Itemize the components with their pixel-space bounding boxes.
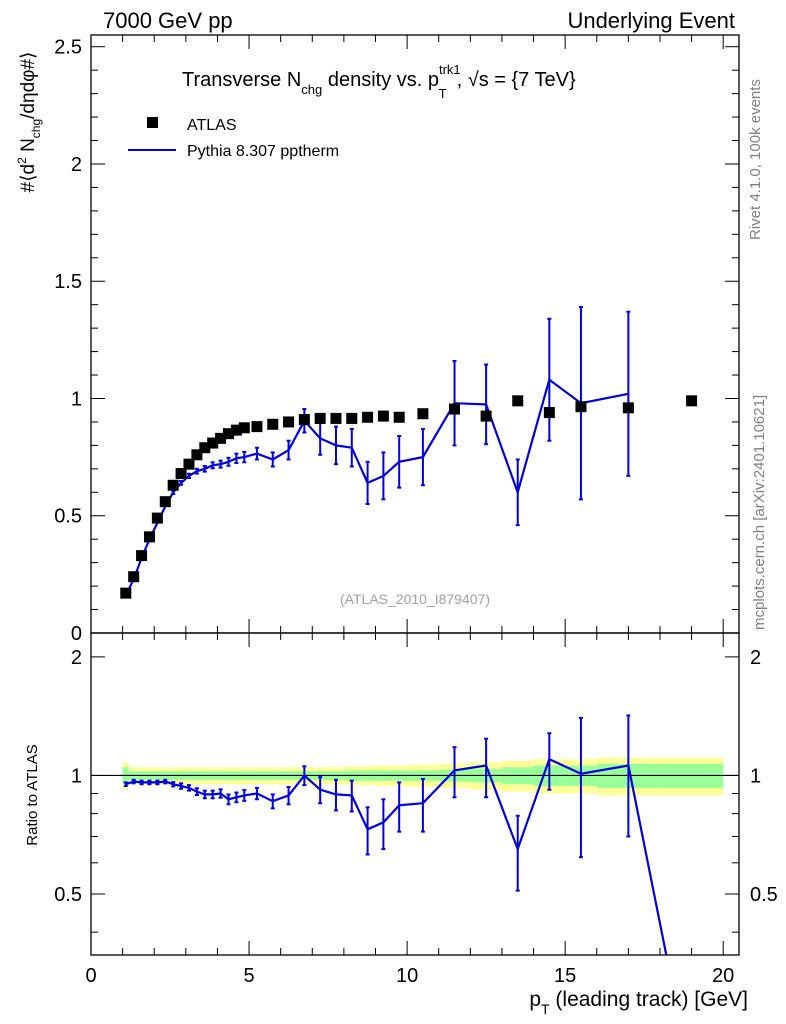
y-tick-label-ratio-right: 0.5 bbox=[750, 884, 778, 906]
atlas-point bbox=[283, 416, 295, 428]
y-tick-label-main: 0 bbox=[71, 623, 82, 645]
atlas-point bbox=[449, 403, 461, 415]
y-tick-label-main: 1.5 bbox=[54, 271, 82, 293]
atlas-point bbox=[238, 422, 250, 434]
y-tick-label-ratio-right: 1 bbox=[750, 765, 761, 787]
y-axis-label-ratio: Ratio to ATLAS bbox=[24, 744, 41, 845]
atlas-point bbox=[151, 512, 163, 524]
mcplots-label: mcplots.cern.ch [arXiv:2401.10621] bbox=[751, 395, 768, 630]
ratio-line bbox=[125, 757, 668, 956]
atlas-point bbox=[167, 479, 179, 491]
atlas-point bbox=[393, 411, 405, 423]
atlas-point bbox=[120, 587, 132, 599]
y-tick-label-ratio-left: 0.5 bbox=[54, 884, 82, 906]
x-tick-label: 20 bbox=[712, 965, 734, 987]
x-tick-label: 5 bbox=[243, 965, 254, 987]
atlas-point bbox=[128, 571, 140, 583]
atlas-point bbox=[251, 421, 263, 433]
ratio-frame bbox=[90, 632, 740, 956]
atlas-point bbox=[143, 531, 155, 543]
y-tick-label-ratio-left: 2 bbox=[71, 647, 82, 669]
atlas-point bbox=[330, 412, 342, 424]
atlas-point bbox=[512, 395, 524, 407]
plot-title: Transverse Nchg density vs. ptrk1 T , √s =… bbox=[182, 62, 576, 101]
y-tick-label-main: 0.5 bbox=[54, 506, 82, 528]
atlas-point bbox=[159, 496, 171, 508]
atlas-point bbox=[622, 402, 634, 414]
legend-label-pythia: Pythia 8.307 pptherm bbox=[187, 143, 339, 160]
x-tick-label: 10 bbox=[396, 965, 418, 987]
x-tick-label: 15 bbox=[554, 965, 576, 987]
atlas-point bbox=[362, 411, 374, 423]
title-suffix: , √s = {7 TeV} bbox=[457, 69, 576, 91]
y-tick-label-main: 2 bbox=[71, 154, 82, 176]
x-axis-label: pT (leading track) [GeV] bbox=[529, 988, 748, 1017]
title-sup: trk1 bbox=[439, 62, 461, 77]
atlas-point bbox=[215, 432, 227, 444]
legend-marker-atlas bbox=[147, 117, 158, 128]
atlas-point bbox=[230, 424, 242, 436]
atlas-point bbox=[417, 408, 429, 420]
y-tick-label-ratio-right: 2 bbox=[750, 647, 761, 669]
atlas-point bbox=[199, 442, 211, 454]
atlas-point bbox=[207, 437, 219, 449]
title-mid: density vs. p bbox=[322, 69, 439, 91]
legend: ATLAS Pythia 8.307 pptherm bbox=[128, 117, 339, 160]
title-sub1: chg bbox=[301, 82, 322, 97]
header-right: Underlying Event bbox=[567, 8, 735, 33]
atlas-point bbox=[346, 412, 358, 424]
atlas-point bbox=[191, 449, 203, 461]
analysis-watermark: (ATLAS_2010_I879407) bbox=[340, 591, 490, 607]
atlas-point bbox=[298, 414, 310, 426]
atlas-point bbox=[377, 410, 389, 422]
rivet-label: Rivet 4.1.0, 100k events bbox=[747, 79, 764, 240]
atlas-point bbox=[686, 395, 698, 407]
atlas-point bbox=[480, 410, 492, 422]
ratio-panel: 0.5 0.5 1 1 2 2 0 5 10 15 20 bbox=[54, 632, 778, 987]
y-tick-label-main: 1 bbox=[71, 388, 82, 410]
atlas-point bbox=[543, 407, 555, 419]
atlas-point bbox=[183, 458, 195, 470]
atlas-point bbox=[267, 418, 279, 430]
atlas-point bbox=[314, 412, 326, 424]
atlas-point bbox=[223, 428, 235, 440]
y-tick-label-ratio-left: 1 bbox=[71, 765, 82, 787]
y-axis-label-main: #⟨d2 Nchg/dηdφ#⟩ bbox=[15, 52, 43, 193]
header-left: 7000 GeV pp bbox=[103, 8, 233, 33]
atlas-point bbox=[175, 468, 187, 480]
y-tick-label-main: 2.5 bbox=[54, 37, 82, 59]
legend-label-atlas: ATLAS bbox=[187, 117, 237, 134]
x-tick-label: 0 bbox=[85, 965, 96, 987]
atlas-point bbox=[136, 550, 148, 562]
atlas-point bbox=[575, 401, 587, 413]
title-prefix: Transverse N bbox=[182, 69, 301, 91]
title-sub2: T bbox=[439, 86, 447, 101]
